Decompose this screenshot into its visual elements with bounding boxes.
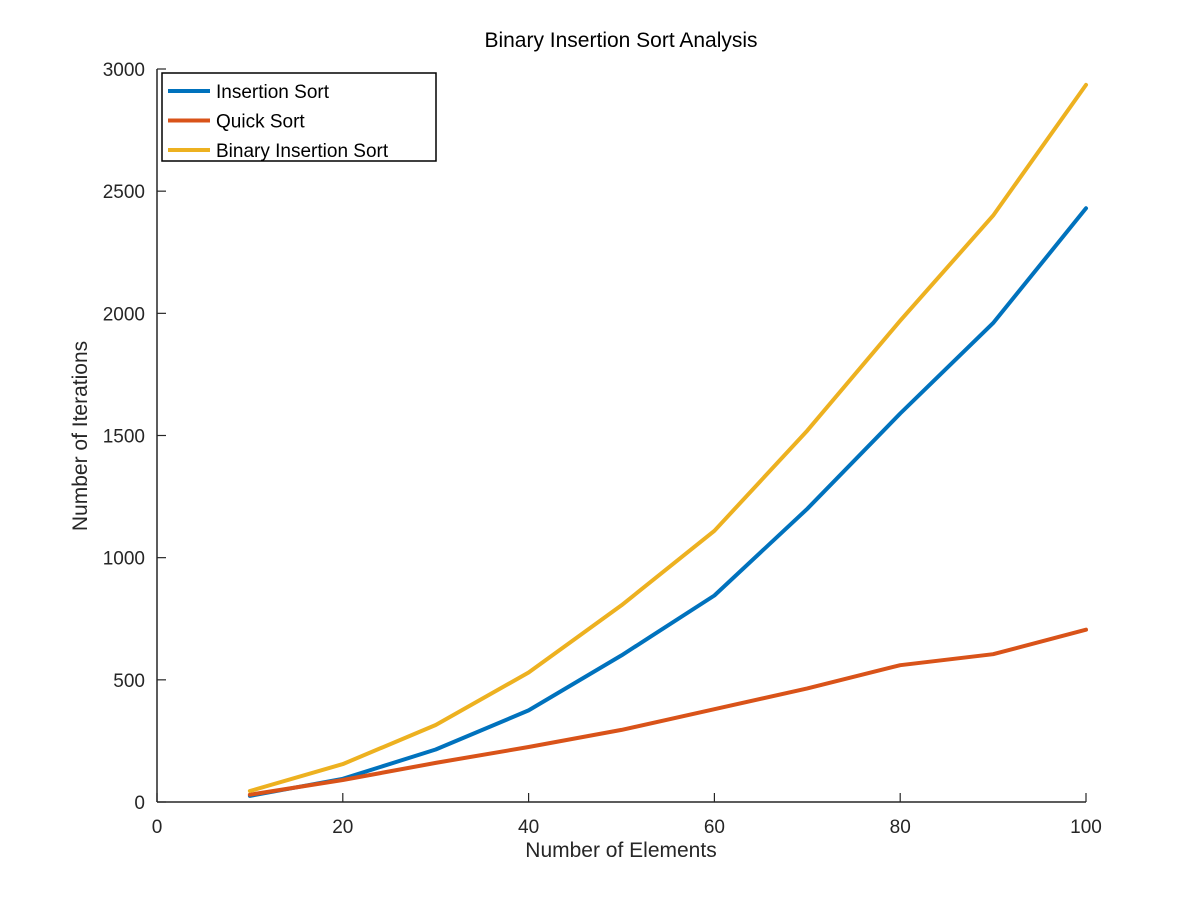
y-axis-title: Number of Iterations [69,341,92,531]
y-tick-label: 1000 [103,549,145,570]
y-tick-label: 2000 [103,304,145,325]
legend-box [161,72,437,162]
legend-label-binary-insertion-sort: Binary Insertion Sort [216,141,389,162]
chart-title: Binary Insertion Sort Analysis [484,29,757,52]
y-tick-label: 0 [134,793,145,814]
x-tick-label: 0 [152,817,163,838]
x-axis-title: Number of Elements [525,839,716,862]
x-tick-label: 20 [332,817,353,838]
legend-label-insertion-sort: Insertion Sort [216,82,330,103]
y-tick-label: 500 [113,671,145,692]
tick-marks [156,68,1087,803]
legend-label-quick-sort: Quick Sort [216,112,305,133]
y-tick-label: 1500 [103,427,145,448]
x-tick-label: 80 [890,817,911,838]
legend: Insertion Sort Quick Sort Binary Insertion… [161,72,437,162]
y-tick-label: 2500 [103,182,145,203]
x-tick-label: 40 [518,817,539,838]
series-line-quick-sort [247,627,1088,797]
x-tick-label: 100 [1070,817,1102,838]
series-lines [247,82,1088,798]
legend-entries: Insertion Sort Quick Sort Binary Insertion… [168,82,389,162]
y-tick-label: 3000 [103,60,145,81]
series-line-binary-insertion-sort [247,82,1088,793]
series-line-insertion-sort [247,206,1088,798]
y-tick-labels: 0 500 1000 1500 2000 2500 3000 [103,60,145,814]
axes [156,69,1086,803]
x-tick-labels: 0 20 40 60 80 100 [152,817,1102,838]
x-tick-label: 60 [704,817,725,838]
